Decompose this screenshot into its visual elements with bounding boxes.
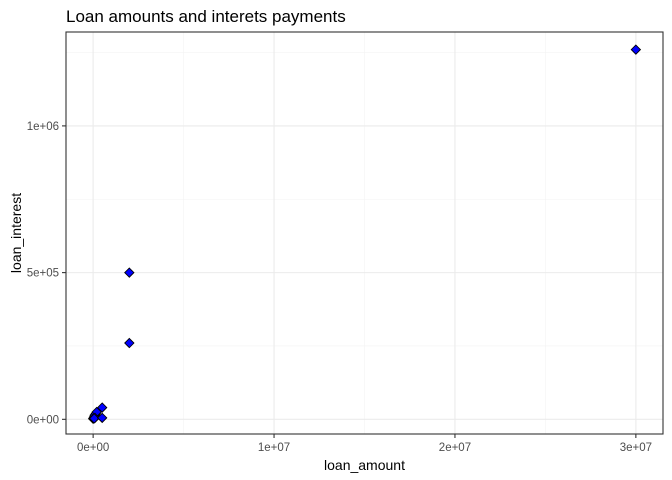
data-point bbox=[124, 267, 135, 278]
grid-lines bbox=[66, 32, 663, 434]
x-tick-label: 1e+07 bbox=[258, 442, 290, 454]
x-tick-label: 2e+07 bbox=[439, 442, 471, 454]
data-point bbox=[124, 337, 135, 349]
x-axis-title: loan_amount bbox=[324, 457, 405, 473]
y-axis-title: loan_interest bbox=[8, 193, 24, 273]
y-tick-label: 1e+06 bbox=[27, 121, 59, 133]
data-points bbox=[87, 44, 642, 424]
x-axis: 0e+00 1e+07 2e+07 3e+07 bbox=[77, 434, 652, 454]
data-point bbox=[96, 402, 108, 413]
data-point bbox=[96, 412, 108, 424]
data-point bbox=[88, 413, 100, 424]
x-tick-label: 0e+00 bbox=[77, 442, 109, 454]
y-axis: 0e+00 5e+05 1e+06 bbox=[27, 121, 66, 426]
x-tick-label: 3e+07 bbox=[620, 442, 652, 454]
data-point bbox=[630, 44, 642, 55]
panel-border bbox=[65, 31, 664, 435]
y-tick-label: 5e+05 bbox=[27, 268, 59, 280]
chart-title: Loan amounts and interets payments bbox=[66, 7, 346, 26]
y-tick-label: 0e+00 bbox=[27, 414, 59, 426]
